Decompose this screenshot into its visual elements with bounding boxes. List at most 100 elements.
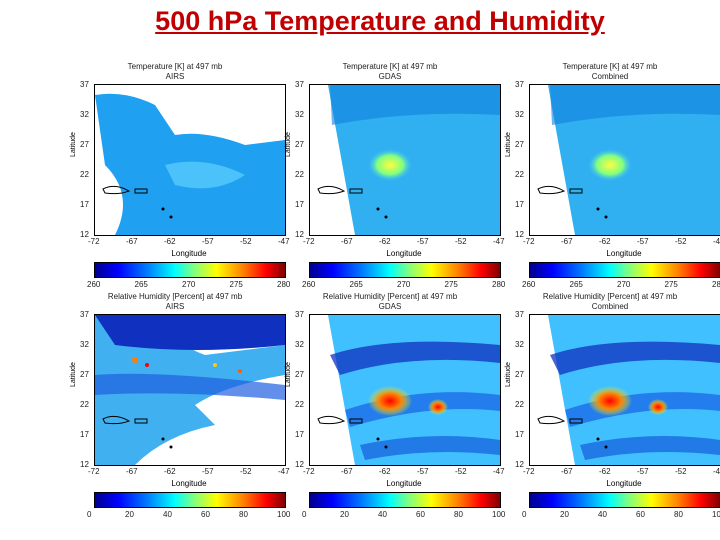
map-plot [309, 314, 501, 466]
y-tick-label: 17 [515, 200, 524, 209]
x-tick-label: -72 [88, 237, 100, 246]
colorbar [94, 262, 286, 278]
colorbar-tick-label: 60 [201, 510, 210, 519]
colorbar-tick-label: 260 [87, 280, 101, 289]
y-tick-label: 12 [80, 460, 89, 469]
panel-title: Temperature [K] at 497 mb GDAS [342, 62, 438, 81]
y-tick-label: 17 [515, 430, 524, 439]
y-tick-label: 12 [515, 460, 524, 469]
x-tick-label: -62 [379, 237, 391, 246]
x-axis-label: Longitude [386, 479, 422, 488]
colorbar-tick-label: 0 [87, 510, 92, 519]
y-tick-label: 22 [80, 400, 89, 409]
x-tick-label: -62 [599, 237, 611, 246]
colorbar-tick-label: 260 [302, 280, 316, 289]
x-tick-label: -47 [278, 237, 290, 246]
colorbar-tick-label: 80 [239, 510, 248, 519]
x-tick-label: -47 [493, 237, 505, 246]
y-axis-label: Latitude [505, 132, 512, 157]
colorbar [309, 262, 501, 278]
colorbar-tick-label: 260 [522, 280, 536, 289]
y-tick-label: 32 [80, 110, 89, 119]
map-field-4 [317, 315, 500, 465]
y-tick-label: 22 [295, 400, 304, 409]
colorbar-tick-label: 20 [340, 510, 349, 519]
map-plot [529, 84, 720, 236]
colorbar-tick-label: 20 [125, 510, 134, 519]
colorbar-tick-label: 60 [636, 510, 645, 519]
colorbar [529, 492, 720, 508]
panel-title: Relative Humidity [Percent] at 497 mb AIR… [107, 292, 243, 311]
colorbar-tick-label: 80 [674, 510, 683, 519]
map-field-2 [537, 85, 720, 235]
x-tick-label: -57 [637, 237, 649, 246]
x-tick-label: -57 [637, 467, 649, 476]
panel-title: Relative Humidity [Percent] at 497 mb GDA… [322, 292, 458, 311]
colorbar-tick-label: 280 [492, 280, 506, 289]
colorbar-tick-label: 270 [617, 280, 631, 289]
y-tick-label: 32 [80, 340, 89, 349]
colorbar [529, 262, 720, 278]
map-panel: Relative Humidity [Percent] at 497 mb Com… [495, 292, 720, 527]
x-axis-label: Longitude [171, 479, 207, 488]
colorbar-tick-label: 100 [492, 510, 506, 519]
x-tick-label: -67 [341, 237, 353, 246]
x-tick-label: -57 [417, 467, 429, 476]
x-axis-label: Longitude [606, 249, 642, 258]
y-tick-label: 17 [295, 200, 304, 209]
colorbar-tick-label: 270 [397, 280, 411, 289]
x-tick-label: -67 [561, 237, 573, 246]
y-tick-label: 17 [80, 200, 89, 209]
y-tick-label: 27 [80, 140, 89, 149]
map-field-3 [95, 315, 285, 465]
x-axis-label: Longitude [386, 249, 422, 258]
x-axis-label: Longitude [606, 479, 642, 488]
x-tick-label: -62 [164, 237, 176, 246]
map-panel: Temperature [K] at 497 mb GDAS 37 32 27 22 17 1… [275, 62, 505, 297]
y-tick-label: 27 [295, 370, 304, 379]
slide-title: 500 hPa Temperature and Humidity [155, 6, 605, 36]
y-tick-label: 17 [295, 430, 304, 439]
x-tick-label: -67 [561, 467, 573, 476]
map-field-0 [95, 93, 285, 235]
colorbar-tick-label: 0 [302, 510, 307, 519]
y-axis-label: Latitude [70, 362, 77, 387]
x-tick-label: -62 [599, 467, 611, 476]
y-tick-label: 37 [515, 80, 524, 89]
map-panel: Temperature [K] at 497 mb AIRS 37 32 27 22 17 1… [60, 62, 290, 297]
colorbar-tick-label: 275 [444, 280, 458, 289]
y-tick-label: 37 [515, 310, 524, 319]
map-field-1 [317, 85, 500, 235]
map-panel: Relative Humidity [Percent] at 497 mb GDA… [275, 292, 505, 527]
x-tick-label: -57 [202, 237, 214, 246]
x-tick-label: -62 [164, 467, 176, 476]
panel-title: Temperature [K] at 497 mb AIRS [127, 62, 223, 81]
y-tick-label: 12 [80, 230, 89, 239]
map-panel: Relative Humidity [Percent] at 497 mb AIR… [60, 292, 290, 527]
y-axis-label: Latitude [505, 362, 512, 387]
y-tick-label: 22 [515, 400, 524, 409]
y-axis-label: Latitude [70, 132, 77, 157]
y-tick-label: 12 [295, 460, 304, 469]
x-tick-label: -47 [713, 467, 720, 476]
x-tick-label: -52 [455, 467, 467, 476]
x-tick-label: -52 [240, 467, 252, 476]
map-plot [94, 84, 286, 236]
x-tick-label: -57 [417, 237, 429, 246]
x-tick-label: -47 [493, 467, 505, 476]
x-tick-label: -47 [278, 467, 290, 476]
x-tick-label: -62 [379, 467, 391, 476]
x-tick-label: -72 [88, 467, 100, 476]
colorbar-tick-label: 275 [664, 280, 678, 289]
x-tick-label: -67 [126, 467, 138, 476]
x-tick-label: -52 [675, 237, 687, 246]
map-plot [309, 84, 501, 236]
map-panel: Temperature [K] at 497 mb Combined 37 32 27 2… [495, 62, 720, 297]
colorbar [94, 492, 286, 508]
y-axis-label: Latitude [285, 362, 292, 387]
y-tick-label: 22 [80, 170, 89, 179]
colorbar-tick-label: 80 [454, 510, 463, 519]
y-tick-label: 32 [295, 110, 304, 119]
y-tick-label: 32 [515, 340, 524, 349]
colorbar-tick-label: 265 [349, 280, 363, 289]
